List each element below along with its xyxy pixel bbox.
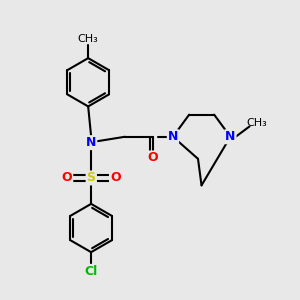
Text: N: N	[168, 130, 178, 143]
Text: O: O	[110, 172, 121, 184]
Text: CH₃: CH₃	[246, 118, 267, 128]
Text: CH₃: CH₃	[78, 34, 98, 44]
Text: S: S	[87, 172, 96, 184]
Text: N: N	[86, 136, 96, 149]
Text: O: O	[62, 172, 72, 184]
Text: N: N	[225, 130, 236, 143]
Text: O: O	[148, 152, 158, 164]
Text: Cl: Cl	[85, 265, 98, 278]
